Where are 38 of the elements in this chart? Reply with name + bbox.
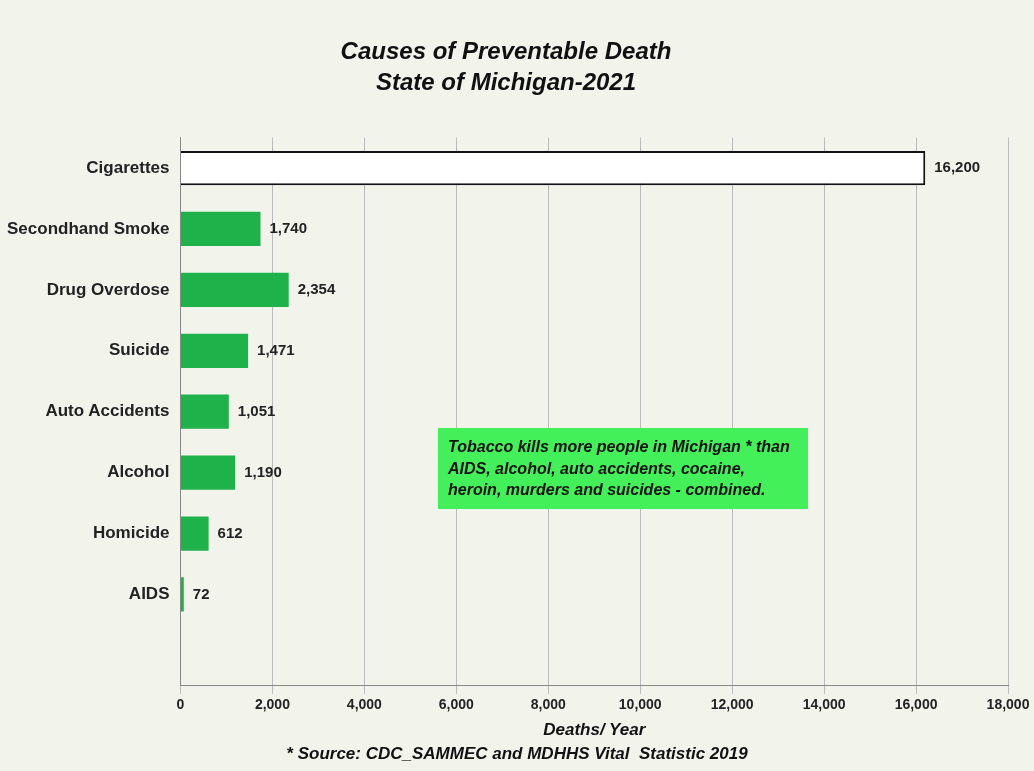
data-label: 612	[217, 523, 243, 541]
x-tick-label: 18,000	[986, 696, 1030, 713]
text: * Source: CDC_SAMMEC and MDHHS Vital Statistic 2019	[285, 744, 749, 764]
data-label: 1,190	[244, 462, 282, 480]
y-tick-label: Cigarettes	[86, 157, 170, 177]
x-tick-label: 16,000	[894, 696, 938, 713]
x-tick-label: 6,000	[438, 696, 475, 713]
x-tick-label: 8,000	[530, 696, 566, 713]
bar	[180, 394, 229, 429]
x-tick-label: 4,000	[346, 696, 383, 713]
bar	[180, 455, 236, 490]
x-axis-title: Deaths/ Year	[543, 720, 647, 740]
y-tick-label: AIDS	[128, 584, 170, 604]
annotation: Tobacco kills more people in Michigan * than AIDS, alcohol, auto accidents, cocaine, heroin, murders and suicides - combined.	[438, 428, 808, 509]
bar	[180, 333, 249, 368]
data-label: 72	[192, 584, 210, 602]
x-tick-label: 14,000	[802, 696, 846, 713]
chart-subtitle: State of Michigan-2021	[375, 67, 637, 95]
x-tick-label: 12,000	[710, 696, 754, 713]
y-tick-label: Secondhand Smoke	[7, 218, 170, 238]
x-tick-label: 2,000	[254, 696, 291, 713]
bar	[180, 516, 209, 551]
bar	[180, 272, 289, 308]
bar	[180, 577, 184, 612]
y-tick-label: Homicide	[92, 523, 170, 543]
y-tick-label: Auto Accidents	[45, 401, 170, 421]
x-tick-label: 10,000	[618, 696, 662, 713]
data-label: 1,051	[237, 401, 276, 419]
y-tick-label: Suicide	[109, 340, 170, 360]
data-label: 1,740	[269, 219, 308, 237]
y-tick-label: Drug Overdose	[46, 279, 170, 299]
chart-title: Causes of Preventable Death	[340, 37, 672, 65]
bar	[180, 211, 261, 247]
data-label: 1,471	[257, 340, 295, 358]
x-tick-label: 0	[176, 696, 185, 713]
data-label: 2,354	[297, 280, 336, 298]
y-tick-label: Alcohol	[107, 462, 170, 482]
data-label: 16,200	[934, 158, 981, 176]
